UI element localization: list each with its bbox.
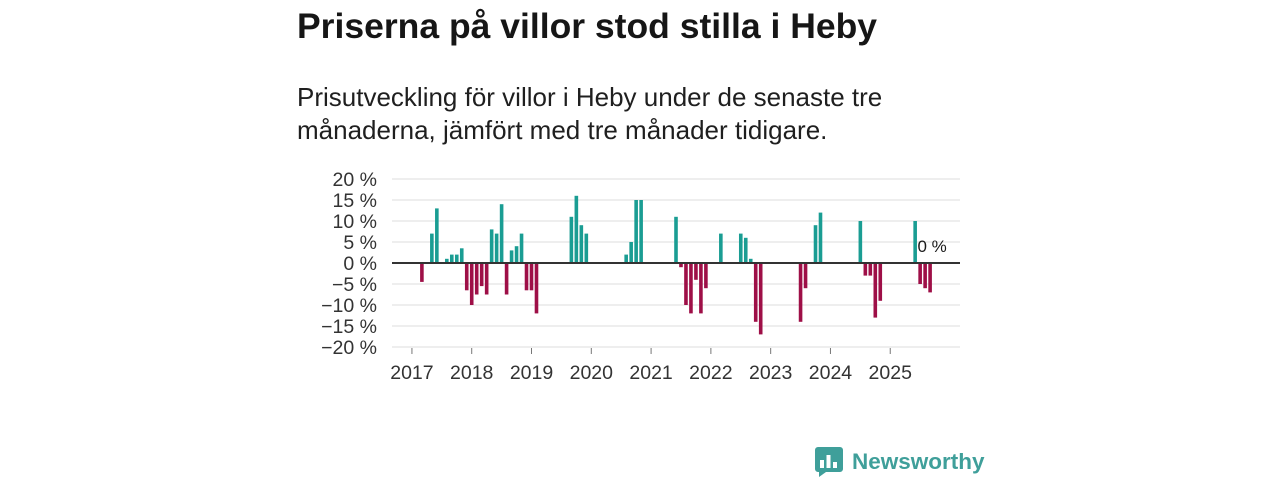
bar-negative bbox=[873, 263, 878, 318]
y-tick-label: −20 % bbox=[321, 337, 377, 359]
bar-negative bbox=[679, 263, 683, 268]
chart-title: Priserna på villor stod stilla i Heby bbox=[297, 6, 878, 46]
bar-negative bbox=[529, 263, 534, 291]
bar-positive bbox=[674, 216, 678, 263]
bar-positive bbox=[719, 233, 723, 263]
chart-subtitle: Prisutveckling för villor i Heby under d… bbox=[297, 82, 883, 145]
newsworthy-wordmark: Newsworthy bbox=[852, 449, 985, 474]
logo-bar bbox=[833, 461, 837, 468]
y-tick-label: 15 % bbox=[333, 190, 377, 212]
bar-negative bbox=[798, 263, 803, 322]
bar-positive bbox=[430, 233, 434, 263]
bar-negative bbox=[479, 263, 484, 287]
bar-positive bbox=[459, 248, 464, 263]
x-tick-label: 2025 bbox=[869, 362, 913, 384]
x-tick-label: 2017 bbox=[390, 362, 433, 384]
bar-positive bbox=[858, 221, 863, 263]
x-tick-label: 2023 bbox=[749, 362, 792, 384]
bar-positive bbox=[813, 225, 818, 263]
y-tick-label: −5 % bbox=[332, 274, 377, 296]
bar-positive bbox=[449, 254, 454, 263]
bar-positive bbox=[445, 258, 449, 263]
bar-positive bbox=[743, 237, 748, 263]
bar-negative bbox=[923, 263, 927, 289]
bar-positive bbox=[584, 233, 589, 263]
bar-positive bbox=[514, 246, 519, 263]
bar-positive bbox=[913, 221, 917, 263]
bar-positive bbox=[499, 204, 504, 263]
bar-positive bbox=[519, 233, 524, 263]
bar-positive bbox=[629, 242, 633, 263]
bar-negative bbox=[868, 263, 873, 276]
y-tick-label: 0 % bbox=[343, 253, 377, 275]
logo-bar bbox=[820, 459, 824, 468]
newsworthy-logo-icon bbox=[815, 446, 843, 477]
bar-negative bbox=[534, 263, 539, 314]
bar-negative bbox=[504, 263, 509, 295]
bar-negative bbox=[469, 263, 474, 305]
bar-negative bbox=[684, 263, 688, 305]
bar-positive bbox=[639, 200, 643, 263]
bar-negative bbox=[863, 263, 868, 276]
bar-negative bbox=[699, 263, 703, 314]
bar-negative bbox=[694, 263, 698, 280]
logo-bar bbox=[826, 454, 831, 468]
bar-negative bbox=[918, 263, 922, 284]
bar-negative bbox=[803, 263, 808, 289]
bar-positive bbox=[624, 254, 628, 263]
y-tick-label: 20 % bbox=[333, 169, 377, 191]
y-tick-label: −10 % bbox=[321, 295, 377, 317]
bar-negative bbox=[464, 263, 469, 291]
bar-positive bbox=[454, 254, 459, 263]
x-tick-label: 2021 bbox=[629, 362, 672, 384]
bar-positive bbox=[574, 195, 579, 263]
price-change-chart: 20 %15 %10 %5 %0 %−5 %−10 %−15 %−20 %201… bbox=[321, 169, 960, 384]
newsworthy-logo: Newsworthy bbox=[815, 446, 985, 477]
bar-negative bbox=[474, 263, 479, 295]
bar-negative bbox=[420, 263, 424, 282]
bar-positive bbox=[634, 200, 638, 263]
x-tick-label: 2022 bbox=[689, 362, 732, 384]
x-tick-label: 2020 bbox=[570, 362, 614, 384]
x-tick-label: 2019 bbox=[510, 362, 553, 384]
bar-positive bbox=[748, 258, 753, 263]
last-value-label: 0 % bbox=[917, 237, 946, 256]
bar-positive bbox=[738, 233, 743, 263]
bar-negative bbox=[753, 263, 758, 322]
bar-positive bbox=[818, 212, 823, 263]
x-tick-label: 2018 bbox=[450, 362, 493, 384]
bar-negative bbox=[689, 263, 693, 314]
bar-negative bbox=[484, 263, 489, 295]
y-tick-label: −15 % bbox=[321, 316, 377, 338]
bar-positive bbox=[489, 229, 494, 263]
bar-positive bbox=[509, 250, 514, 263]
bar-negative bbox=[758, 263, 763, 335]
bar-negative bbox=[928, 263, 932, 293]
x-tick-label: 2024 bbox=[809, 362, 853, 384]
bar-negative bbox=[878, 263, 883, 301]
y-tick-label: 5 % bbox=[343, 232, 377, 254]
bar-negative bbox=[704, 263, 708, 289]
bar-positive bbox=[579, 225, 584, 263]
bar-positive bbox=[435, 208, 439, 263]
y-tick-label: 10 % bbox=[333, 211, 377, 233]
bar-negative bbox=[524, 263, 529, 291]
bar-positive bbox=[569, 216, 574, 263]
bar-positive bbox=[494, 233, 499, 263]
